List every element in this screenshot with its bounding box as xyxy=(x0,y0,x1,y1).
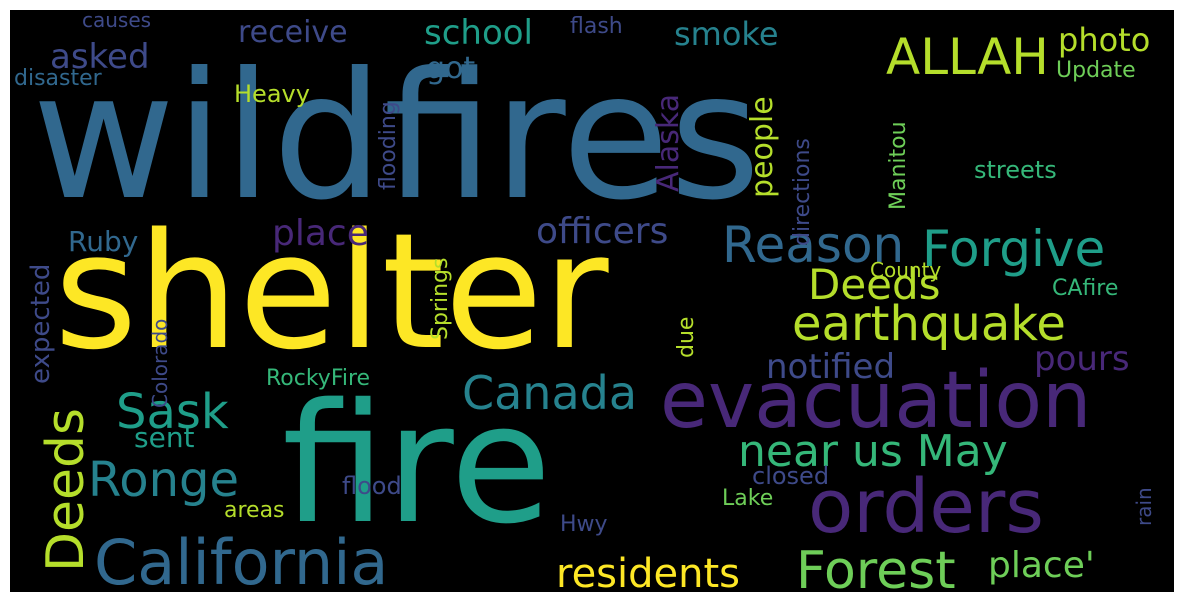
word-officers: officers xyxy=(536,211,669,252)
word-directions: directions xyxy=(790,138,815,246)
word-lake: Lake xyxy=(722,486,774,511)
word-sent: sent xyxy=(134,421,195,454)
word-ruby: Ruby xyxy=(68,225,139,258)
word-rockyfire: RockyFire xyxy=(266,366,371,391)
word-rain: rain xyxy=(1132,487,1156,526)
word-place: place xyxy=(272,213,369,254)
word-people: people xyxy=(745,96,780,198)
word-evacuation: evacuation xyxy=(660,356,1092,446)
word-colorado: Colorado xyxy=(148,318,172,408)
word-school: school xyxy=(424,13,534,53)
word-wildfires: wildfires xyxy=(32,36,761,239)
word-near-us-may: near us May xyxy=(738,426,1008,477)
word-update: Update xyxy=(1056,58,1136,83)
word-allah: ALLAH xyxy=(886,28,1049,86)
word-springs: Springs xyxy=(428,257,453,340)
word-flash: flash xyxy=(570,14,623,39)
word-county: County xyxy=(870,258,942,282)
word-forest: Forest xyxy=(796,541,956,592)
word-shelter: shelter xyxy=(54,198,609,385)
word-ronge: Ronge xyxy=(88,452,239,508)
word-smoke: smoke xyxy=(674,15,779,53)
word-receive: receive xyxy=(238,15,348,50)
word-flooding: flooding xyxy=(376,101,401,190)
word-asked: asked xyxy=(50,37,150,77)
word-pours: pours xyxy=(1034,339,1130,379)
word-disaster: disaster xyxy=(14,66,102,91)
word-due: due xyxy=(674,316,699,358)
word-fire: fire xyxy=(282,368,552,560)
word-heavy: Heavy xyxy=(234,80,310,108)
word-place-quote: place' xyxy=(988,545,1095,586)
word-la: Deeds xyxy=(808,260,941,309)
word-california: California xyxy=(94,526,389,593)
word-canada: Canada xyxy=(462,366,638,420)
word-closed: closed xyxy=(752,462,830,490)
word-orders: orders xyxy=(808,464,1044,550)
word-deeds-v-final: Deeds xyxy=(36,407,96,572)
word-areas: areas xyxy=(224,498,285,523)
word-cloud: wildfires shelter fire evacuation orders… xyxy=(10,10,1174,592)
word-manitou: Manitou xyxy=(886,121,911,210)
word-reason: Reason xyxy=(722,216,905,274)
vertical-word-set: Deeds people Alaska directions flooding … xyxy=(10,10,1174,592)
word-notified: notified xyxy=(766,347,896,387)
word-forgive: Forgive xyxy=(922,220,1106,278)
word-got: got xyxy=(426,51,476,86)
word-photo: photo xyxy=(1058,21,1151,59)
word-residents: residents xyxy=(556,551,741,592)
word-alaska: Alaska xyxy=(651,93,686,192)
word-expected: expected xyxy=(26,263,56,384)
word-hwy: Hwy xyxy=(560,512,608,537)
word-flood: flood xyxy=(342,472,402,500)
word-streets: streets xyxy=(974,156,1057,184)
word-sask: Sask xyxy=(116,384,229,440)
word-causes: causes xyxy=(82,10,152,32)
word-cafire: CAfire xyxy=(1052,276,1119,301)
word-earthquake: earthquake xyxy=(792,296,1066,352)
